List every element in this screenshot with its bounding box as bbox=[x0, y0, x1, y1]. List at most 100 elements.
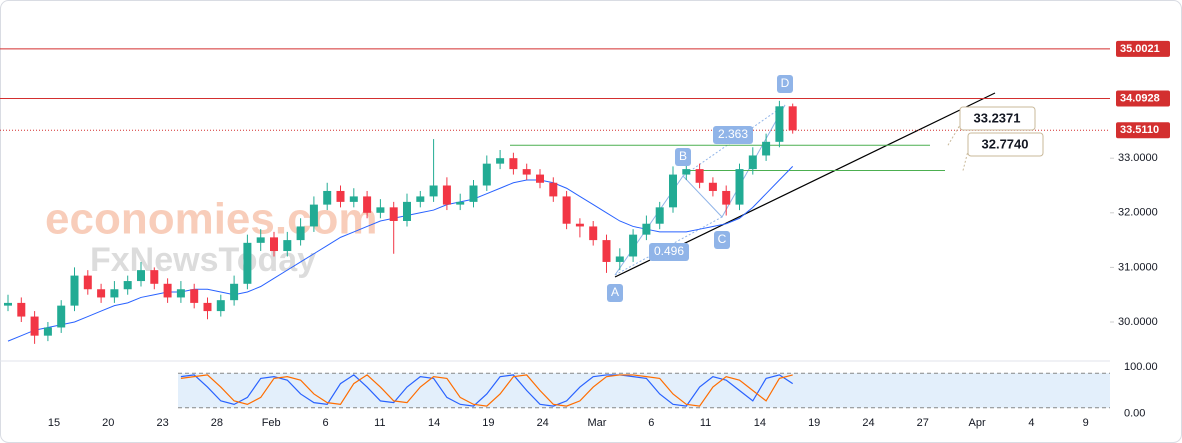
x-tick-label: 23 bbox=[156, 417, 168, 429]
candle-body bbox=[97, 289, 106, 298]
pattern-point-label: C bbox=[718, 232, 727, 246]
x-tick-label: 24 bbox=[862, 417, 874, 429]
pattern-point-badge bbox=[607, 284, 623, 302]
x-tick-label: 24 bbox=[537, 417, 549, 429]
candle-body bbox=[562, 196, 571, 224]
level-label: 35.0021 bbox=[1120, 43, 1160, 55]
level-badge bbox=[1116, 40, 1170, 57]
candle-body bbox=[17, 302, 26, 317]
candle-body bbox=[536, 174, 544, 183]
x-tick-label: 6 bbox=[648, 417, 654, 429]
candle-body bbox=[522, 169, 531, 175]
candle-body bbox=[363, 196, 372, 213]
candle-body bbox=[482, 163, 491, 186]
oscillator-line bbox=[180, 374, 794, 407]
x-tick-label: Mar bbox=[588, 417, 607, 429]
candle-body bbox=[708, 182, 717, 191]
x-tick-label: 27 bbox=[917, 417, 929, 429]
candle-body bbox=[216, 300, 225, 312]
candle-body bbox=[589, 226, 598, 241]
y-tick-label: 31.0000 bbox=[1118, 261, 1158, 273]
candle-body bbox=[243, 242, 252, 284]
candle-body bbox=[682, 169, 691, 175]
candle-body bbox=[403, 201, 411, 221]
candle-body bbox=[83, 275, 92, 290]
candle-body bbox=[309, 204, 318, 227]
moving-average bbox=[7, 166, 794, 342]
level-badge bbox=[1116, 122, 1170, 139]
candle-body bbox=[642, 223, 651, 235]
x-tick-label: Feb bbox=[262, 417, 281, 429]
candle-body bbox=[629, 234, 638, 257]
ratio-badge bbox=[649, 243, 689, 261]
candle-body bbox=[615, 256, 624, 262]
candle-body bbox=[469, 185, 478, 202]
callout-label: 32.7740 bbox=[982, 136, 1029, 151]
candle-body bbox=[549, 182, 558, 197]
candle-body bbox=[762, 141, 771, 156]
watermark: FxNewsToday bbox=[90, 241, 316, 279]
level-label: 33.5110 bbox=[1120, 124, 1159, 136]
candle-body bbox=[230, 283, 239, 301]
ratio-label: 0.496 bbox=[654, 244, 684, 258]
candle-body bbox=[456, 201, 465, 205]
candle-body bbox=[429, 185, 438, 197]
candle-body bbox=[788, 106, 797, 131]
pattern-point-label: D bbox=[781, 76, 790, 90]
candle-body bbox=[748, 155, 757, 170]
callout-box bbox=[967, 132, 1044, 157]
x-tick-label: 19 bbox=[482, 417, 494, 429]
candle-body bbox=[43, 327, 52, 336]
candle-body bbox=[602, 240, 611, 262]
candle-body bbox=[509, 158, 518, 170]
y-tick-label: 30.0000 bbox=[1118, 316, 1158, 328]
pattern-point-label: A bbox=[611, 285, 619, 299]
candle-body bbox=[496, 158, 505, 164]
candle-body bbox=[110, 289, 119, 298]
candle-body bbox=[123, 281, 132, 290]
candle-body bbox=[775, 106, 784, 142]
x-tick-label: 11 bbox=[374, 417, 385, 429]
callout-pointer bbox=[947, 124, 961, 146]
candle-body bbox=[655, 207, 664, 224]
x-tick-label: 20 bbox=[102, 417, 114, 429]
pattern-point-badge bbox=[777, 75, 793, 93]
candle-body bbox=[203, 302, 212, 312]
level-label: 34.0928 bbox=[1120, 92, 1160, 104]
y-tick-label: 33.0000 bbox=[1118, 152, 1158, 164]
candle-body bbox=[176, 289, 185, 298]
x-tick-label: 15 bbox=[48, 417, 60, 429]
x-tick-label: 9 bbox=[1083, 417, 1089, 429]
candle-body bbox=[137, 270, 145, 282]
candle-body bbox=[30, 316, 39, 336]
candle-body bbox=[190, 289, 199, 303]
x-tick-label: 28 bbox=[211, 417, 223, 429]
y-tick-label: 32.0000 bbox=[1118, 207, 1158, 219]
candle-body bbox=[442, 185, 451, 205]
candle-body bbox=[349, 196, 358, 202]
candle-body bbox=[735, 169, 744, 205]
candle-body bbox=[695, 169, 704, 183]
x-tick-label: 19 bbox=[808, 417, 820, 429]
candle-body bbox=[256, 237, 265, 243]
callout-box bbox=[959, 106, 1036, 131]
x-tick-label: 11 bbox=[700, 417, 711, 429]
candle-body bbox=[722, 190, 731, 205]
candle-body bbox=[283, 240, 292, 252]
oscillator-band bbox=[178, 373, 1110, 408]
candle-body bbox=[150, 270, 159, 284]
candle-body bbox=[669, 174, 677, 208]
candle-body bbox=[336, 190, 345, 202]
ratio-badge bbox=[713, 126, 753, 144]
candle-body bbox=[70, 275, 79, 306]
ratio-label: 2.363 bbox=[718, 127, 748, 141]
candle-body bbox=[57, 305, 66, 328]
oscillator-tick-label: 0.00 bbox=[1124, 408, 1145, 420]
candle-body bbox=[575, 223, 584, 227]
x-tick-label: Apr bbox=[969, 417, 986, 429]
pattern-point-label: B bbox=[679, 149, 687, 163]
x-tick-label: 6 bbox=[322, 417, 328, 429]
x-tick-label: 14 bbox=[754, 417, 766, 429]
callout-label: 33.2371 bbox=[974, 110, 1021, 125]
